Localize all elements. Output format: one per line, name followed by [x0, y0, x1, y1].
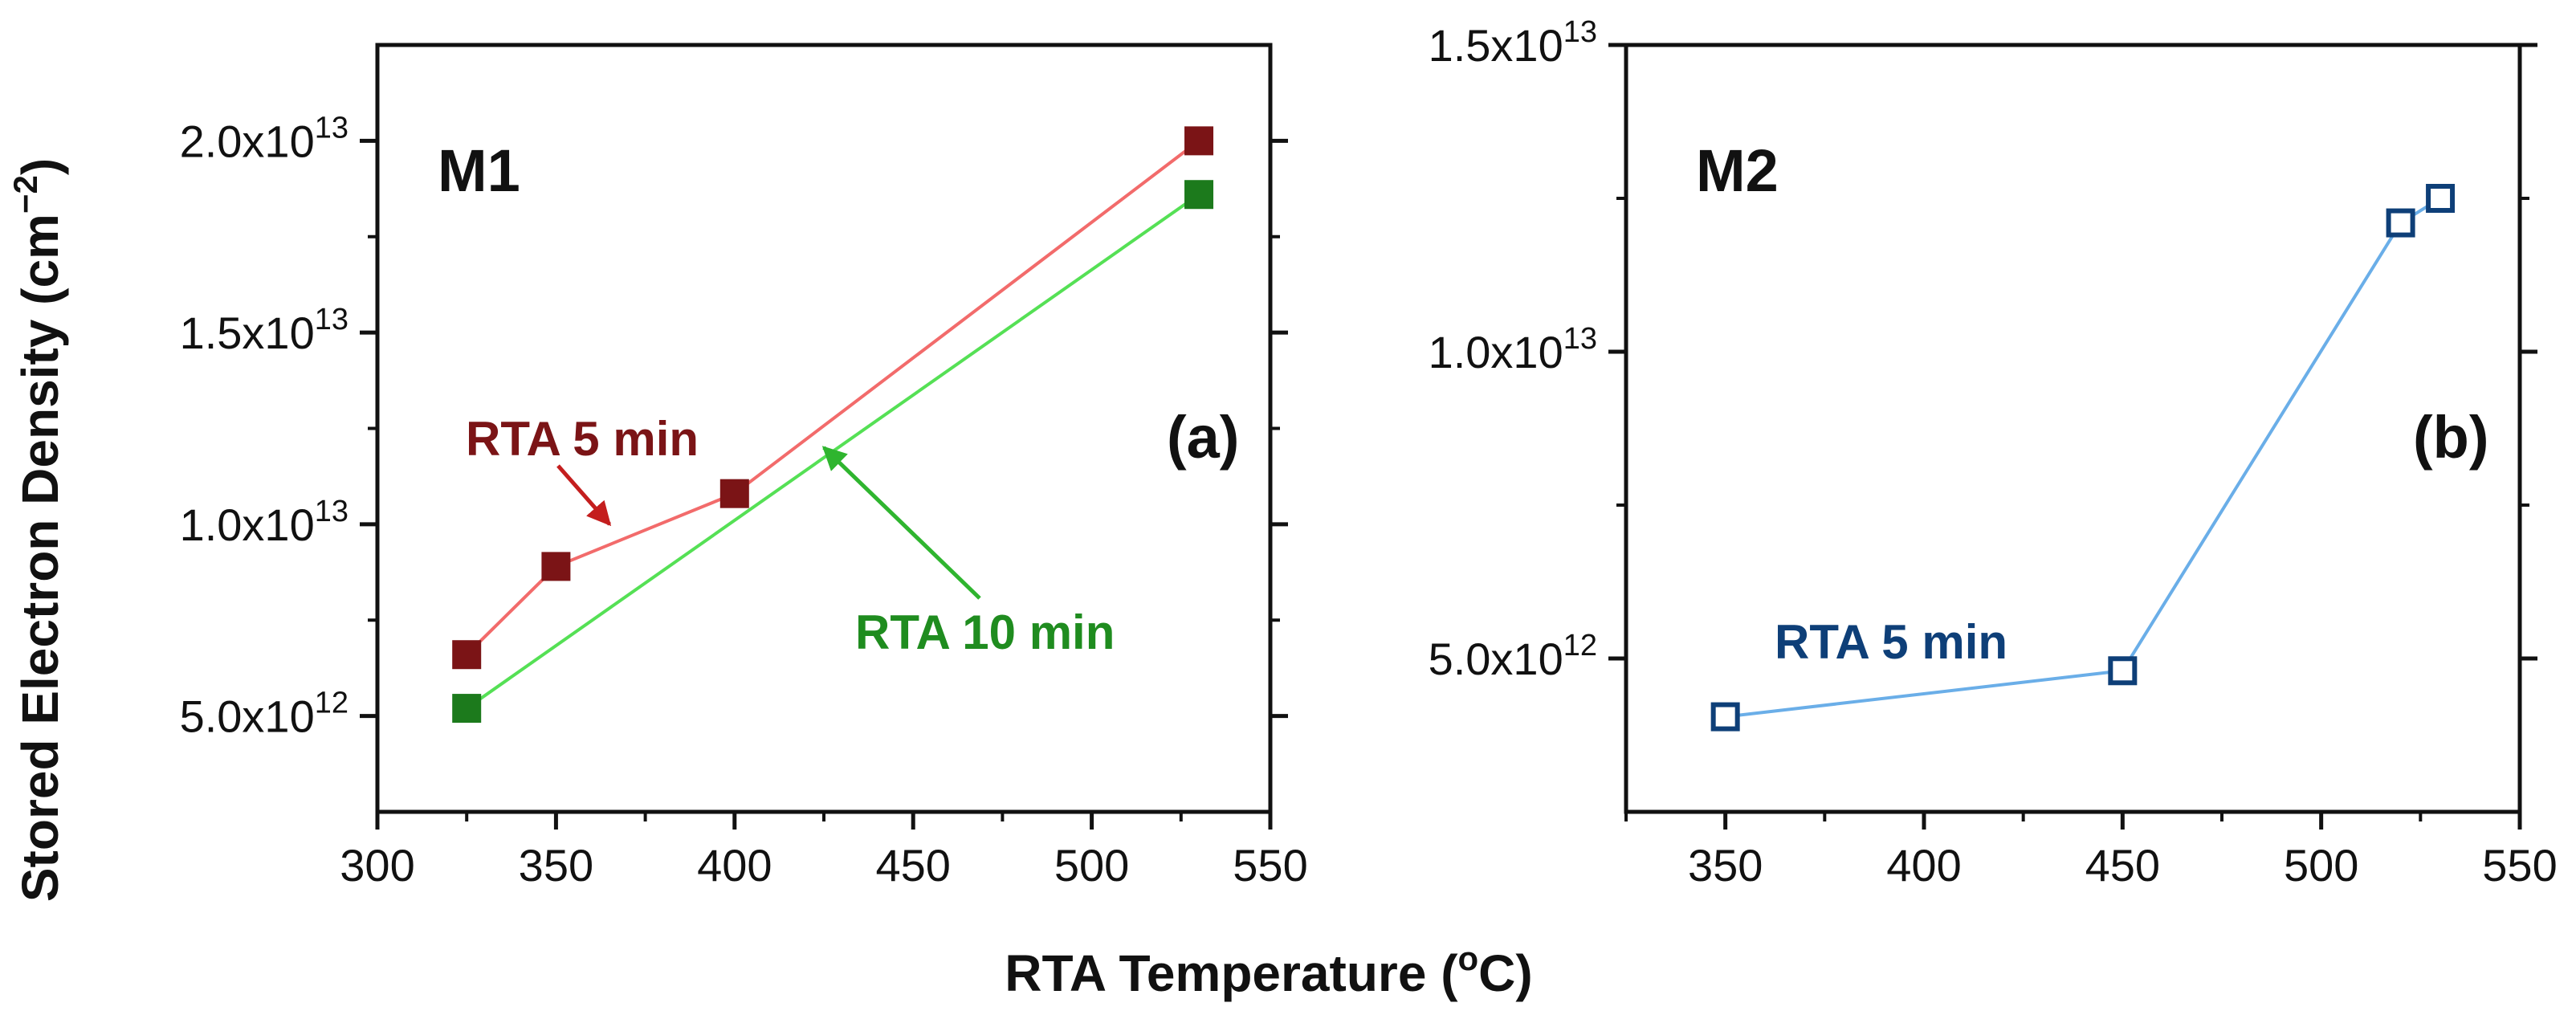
annotation-rta-5-min-b: RTA 5 min: [1775, 615, 2007, 669]
y-tick-mantissa: 1.0x10: [180, 499, 315, 550]
panel-b-plot-area: [1624, 43, 2522, 814]
y-tick-exponent: 13: [315, 303, 348, 336]
x-axis-title: RTA Temperature (oC): [1005, 940, 1532, 1002]
panel-b-letter: (b): [2413, 404, 2489, 471]
x-tick-label: 550: [2482, 840, 2557, 891]
panel-a-arrows: [556, 446, 981, 600]
y-tick-exponent: 12: [1563, 629, 1597, 662]
x-tick-label: 500: [1054, 840, 1129, 891]
x-tick-label: 400: [697, 840, 772, 891]
y-tick-label: 5.0x1012: [180, 687, 348, 742]
y-axis-title: Stored Electron Density (cm−2): [6, 158, 69, 902]
series-line-rta-5-min: [465, 139, 1200, 656]
data-point: [1710, 702, 1740, 732]
x-axis-title-end: C): [1478, 944, 1533, 1002]
y-tick-exponent: 13: [315, 495, 348, 528]
data-point: [541, 552, 571, 581]
panel-a-tag: M1: [438, 137, 520, 204]
panel-a-ticks: 300 350 400 450 500 5505.0x10121.0x10131.5x10…: [180, 111, 1308, 891]
y-axis-title-end: ): [11, 158, 69, 175]
panel-b-series: [1710, 184, 2456, 732]
data-point: [1184, 126, 1214, 156]
x-tick-label: 350: [1688, 840, 1763, 891]
x-tick-label: 400: [1886, 840, 1961, 891]
panel-a-letter: (a): [1167, 404, 1239, 471]
data-point: [2426, 184, 2456, 213]
y-tick-exponent: 13: [1563, 322, 1597, 356]
panel-b-tag: M2: [1696, 137, 1779, 204]
x-tick-label: 350: [519, 840, 593, 891]
data-point: [719, 479, 749, 508]
y-tick-exponent: 12: [315, 687, 348, 720]
y-tick-mantissa: 5.0x10: [180, 691, 315, 742]
x-tick-label: 300: [340, 840, 414, 891]
x-axis-title-text: RTA Temperature (: [1005, 944, 1458, 1002]
y-tick-exponent: 13: [1563, 15, 1597, 49]
y-tick-label: 1.0x1013: [180, 495, 348, 550]
y-tick-label: 1.5x1013: [180, 303, 348, 358]
x-axis-title-sup: o: [1458, 940, 1479, 977]
y-tick-mantissa: 2.0x10: [180, 116, 315, 166]
x-tick-label: 550: [1233, 840, 1307, 891]
y-axis-title-sup: −2: [6, 175, 44, 214]
y-tick-label: 5.0x1012: [1429, 629, 1597, 684]
series-line-rta-5-min: [1725, 197, 2442, 719]
annotation-rta-10-min-a: RTA 10 min: [855, 605, 1115, 659]
data-point: [2386, 208, 2415, 238]
data-point: [2108, 656, 2138, 686]
annotation-rta-5-min-a: RTA 5 min: [466, 412, 699, 466]
y-tick-label: 1.0x1013: [1429, 322, 1597, 377]
y-tick-label: 2.0x1013: [180, 111, 348, 166]
y-tick-mantissa: 1.5x10: [180, 308, 315, 358]
y-tick-mantissa: 1.5x10: [1429, 20, 1563, 71]
x-tick-label: 450: [2085, 840, 2160, 891]
y-tick-label: 1.5x1013: [1429, 15, 1597, 71]
data-point: [452, 640, 482, 670]
annotation-arrow-rta-10-min: [821, 446, 981, 600]
y-tick-mantissa: 5.0x10: [1429, 634, 1563, 684]
y-axis-title-text: Stored Electron Density (cm: [11, 214, 69, 902]
y-tick-exponent: 13: [315, 111, 348, 145]
annotation-arrow-rta-5-min: [556, 464, 612, 527]
data-point: [452, 694, 482, 724]
data-point: [1184, 180, 1214, 210]
x-tick-label: 450: [875, 840, 950, 891]
x-tick-label: 500: [2284, 840, 2358, 891]
y-tick-mantissa: 1.0x10: [1429, 327, 1563, 377]
